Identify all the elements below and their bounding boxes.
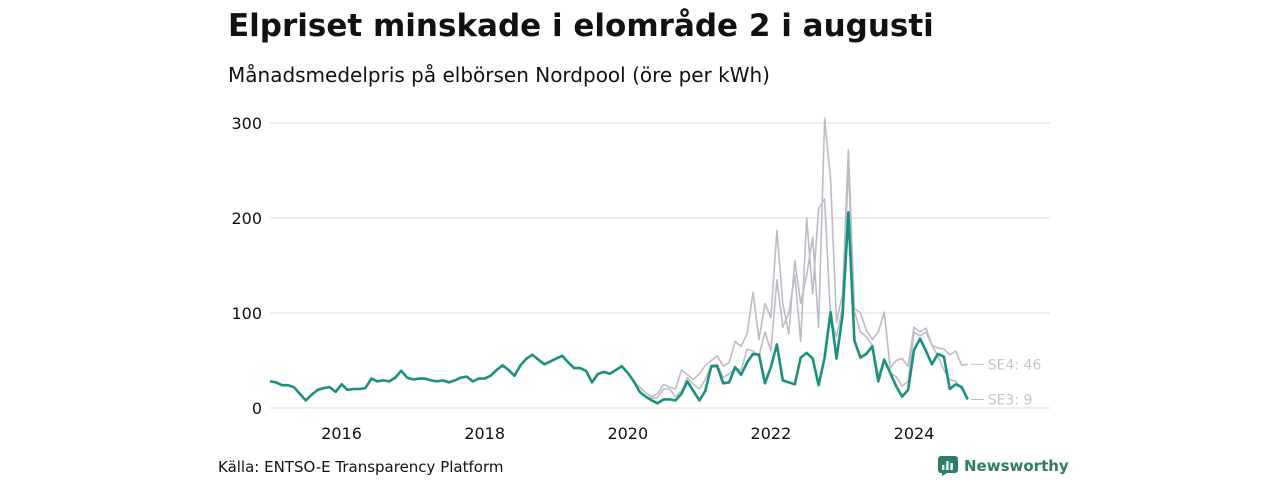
y-tick-label: 300 [231,114,262,133]
x-tick-label: 2016 [321,424,362,443]
series-line-se4 [269,117,968,402]
series-line-main [269,211,969,405]
chart-subtitle: Månadsmedelpris på elbörsen Nordpool (ör… [228,63,770,87]
y-tick-label: 100 [231,304,262,323]
x-tick-label: 2020 [607,424,648,443]
brand-name: Newsworthy [964,457,1069,475]
x-tick-label: 2024 [894,424,935,443]
series-end-label: SE4: 46 [988,357,1042,373]
y-tick-label: 0 [252,399,262,418]
x-tick-label: 2018 [464,424,505,443]
y-tick-label: 200 [231,209,262,228]
series-line-se3 [269,165,969,402]
brand-logo: Newsworthy [938,456,1069,476]
x-tick-label: 2022 [751,424,792,443]
source-note: Källa: ENTSO-E Transparency Platform [218,458,504,476]
chart-title: Elpriset minskade i elområde 2 i augusti [228,8,934,44]
series-end-label: SE3: 9 [988,392,1033,408]
bar-chart-icon [938,456,958,476]
